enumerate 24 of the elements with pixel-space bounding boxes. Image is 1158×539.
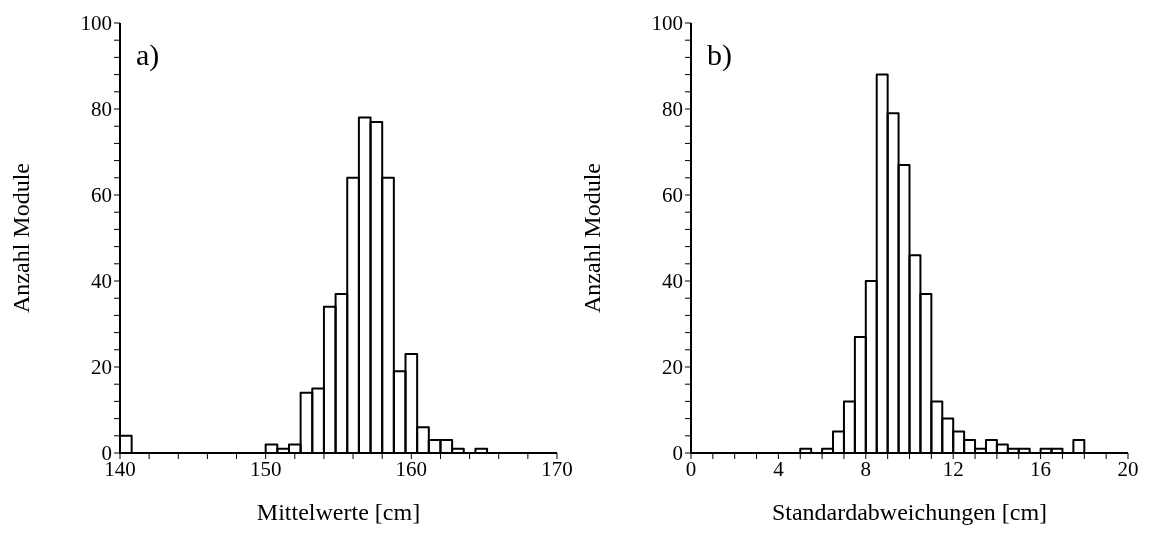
x-tick-label: 160 bbox=[395, 456, 428, 481]
x-tick-label: 12 bbox=[942, 456, 964, 481]
x-axis-title: Standardabweichungen [cm] bbox=[771, 499, 1048, 525]
x-tick-label: 170 bbox=[541, 456, 573, 481]
y-tick-label: 40 bbox=[662, 269, 683, 294]
x-tick-label: 150 bbox=[249, 456, 282, 481]
x-tick-label: 4 bbox=[773, 456, 785, 481]
y-tick-label: 20 bbox=[91, 355, 112, 380]
annotation: b) bbox=[707, 38, 732, 72]
x-tick-label: 16 bbox=[1030, 456, 1052, 481]
x-tick-label: 20 bbox=[1117, 456, 1139, 481]
y-tick-label: 20 bbox=[662, 355, 683, 380]
x-axis-title: Mittelwerte [cm] bbox=[256, 499, 421, 525]
y-tick-label: 80 bbox=[91, 97, 112, 122]
y-axis-title: Anzahl Module bbox=[7, 163, 34, 313]
y-tick-label: 100 bbox=[80, 11, 112, 36]
y-tick-label: 100 bbox=[651, 11, 683, 36]
y-tick-label: 40 bbox=[91, 269, 112, 294]
y-tick-label: 60 bbox=[91, 183, 112, 208]
annotation: a) bbox=[136, 38, 160, 72]
x-tick-label: 8 bbox=[860, 456, 872, 481]
y-tick-label: 80 bbox=[662, 97, 683, 122]
y-tick-label: 60 bbox=[662, 183, 683, 208]
y-axis-title: Anzahl Module bbox=[578, 163, 605, 313]
